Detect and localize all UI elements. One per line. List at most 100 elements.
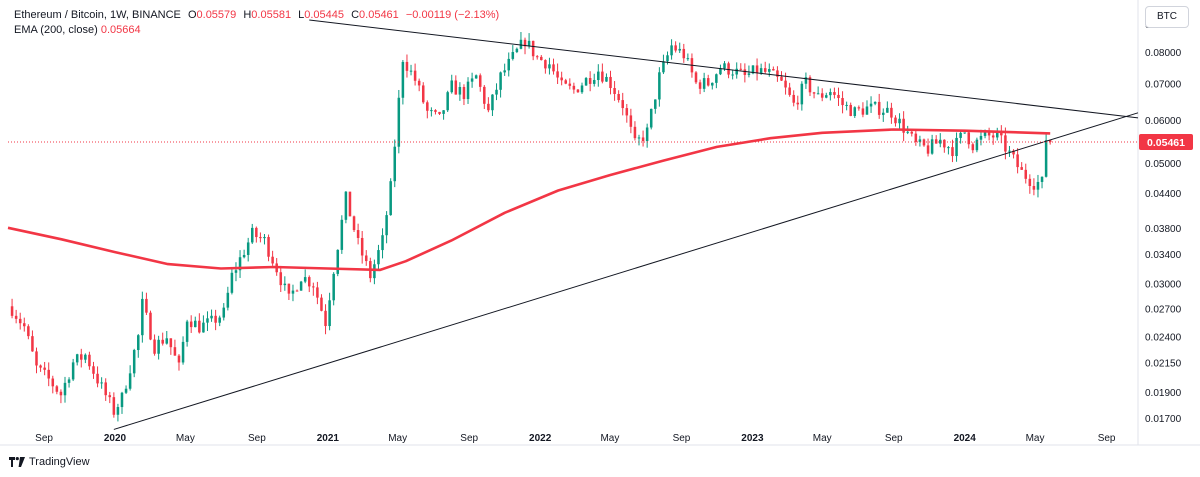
candle <box>31 336 34 352</box>
candle <box>825 95 828 98</box>
candle <box>930 139 934 154</box>
candle <box>747 73 751 75</box>
candle <box>51 378 55 387</box>
candle <box>841 98 844 106</box>
x-tick-label: May <box>388 433 407 444</box>
candle <box>686 58 690 60</box>
candle <box>291 290 295 294</box>
candle <box>645 127 649 142</box>
candle <box>560 77 563 81</box>
candle <box>364 255 368 262</box>
ema-200-line <box>7 128 1051 272</box>
candle <box>259 237 262 239</box>
candle <box>401 61 405 98</box>
candle <box>951 147 954 157</box>
last-price-tag <box>1139 134 1193 151</box>
candle <box>902 118 905 133</box>
candle <box>1016 154 1019 168</box>
candle <box>698 82 702 89</box>
candle <box>772 69 775 71</box>
candle <box>731 74 734 76</box>
candle <box>43 367 46 370</box>
candle <box>88 354 91 367</box>
symbol-name[interactable]: Ethereum / Bitcoin, 1W, BINANCE <box>14 9 181 21</box>
candle <box>1044 140 1048 177</box>
y-tick-label: 0.03400 <box>1145 250 1182 261</box>
candle <box>861 108 865 115</box>
candle <box>198 320 201 333</box>
y-tick-label: 0.07000 <box>1145 79 1182 90</box>
candle <box>177 355 181 363</box>
candle <box>849 104 852 116</box>
currency-button[interactable]: BTC <box>1145 6 1189 28</box>
candle <box>430 110 433 112</box>
y-tick-label: 0.01900 <box>1145 388 1182 399</box>
x-tick-label: May <box>176 433 195 444</box>
candle <box>389 181 392 216</box>
candle <box>865 106 869 115</box>
candle <box>947 147 950 149</box>
candle <box>405 61 409 71</box>
candle <box>715 74 718 83</box>
candle <box>971 144 975 151</box>
candle <box>39 365 42 368</box>
indicator-value: 0.05664 <box>100 24 141 36</box>
indicator-name[interactable]: EMA (200, close) <box>14 24 98 36</box>
candle <box>641 137 645 142</box>
candle <box>214 315 217 323</box>
x-tick-label: 2020 <box>104 433 127 444</box>
candle <box>755 65 759 73</box>
candle <box>564 80 567 84</box>
candle <box>255 227 258 238</box>
candle <box>670 45 673 56</box>
candle <box>886 107 889 113</box>
candle <box>100 382 103 384</box>
candle <box>926 145 930 154</box>
x-tick-label: 2022 <box>529 433 552 444</box>
support-trendline[interactable] <box>113 112 1139 430</box>
candle <box>987 131 991 136</box>
candle <box>955 137 958 157</box>
candle <box>727 63 730 75</box>
candle <box>531 40 535 57</box>
tradingview-logo-icon <box>9 457 25 467</box>
brand-name: TradingView <box>29 456 90 468</box>
candle <box>397 97 401 147</box>
candle <box>153 339 156 354</box>
resistance-trendline[interactable] <box>309 19 1139 119</box>
candle <box>621 100 624 109</box>
candle <box>393 146 397 182</box>
candle <box>299 281 303 291</box>
candle <box>739 68 743 70</box>
chart-legend: Ethereum / Bitcoin, 1W, BINANCE O0.05579… <box>14 8 499 38</box>
candle <box>141 298 144 336</box>
candle <box>112 397 116 415</box>
x-tick-label: 2021 <box>317 433 340 444</box>
candle <box>279 272 283 286</box>
y-tick-label: 0.01700 <box>1145 414 1182 425</box>
candle <box>906 131 909 133</box>
candle <box>185 321 189 342</box>
candle <box>975 139 979 151</box>
candle <box>625 108 629 116</box>
ohlc-close-label: C <box>351 9 360 21</box>
candle <box>601 71 604 82</box>
candle <box>242 254 246 258</box>
candle <box>189 321 193 328</box>
candle <box>706 78 710 86</box>
candle <box>499 72 502 90</box>
candle <box>71 362 75 380</box>
candle <box>629 115 633 127</box>
candle <box>161 339 164 344</box>
candle <box>344 191 348 220</box>
x-tick-label: 2023 <box>741 433 764 444</box>
candle <box>592 80 596 84</box>
candle <box>18 318 22 324</box>
candle <box>116 407 120 415</box>
candle <box>780 76 783 81</box>
candle <box>535 56 539 58</box>
candle <box>271 256 274 264</box>
y-tick-label: 0.02700 <box>1145 305 1182 316</box>
candle <box>939 139 942 144</box>
